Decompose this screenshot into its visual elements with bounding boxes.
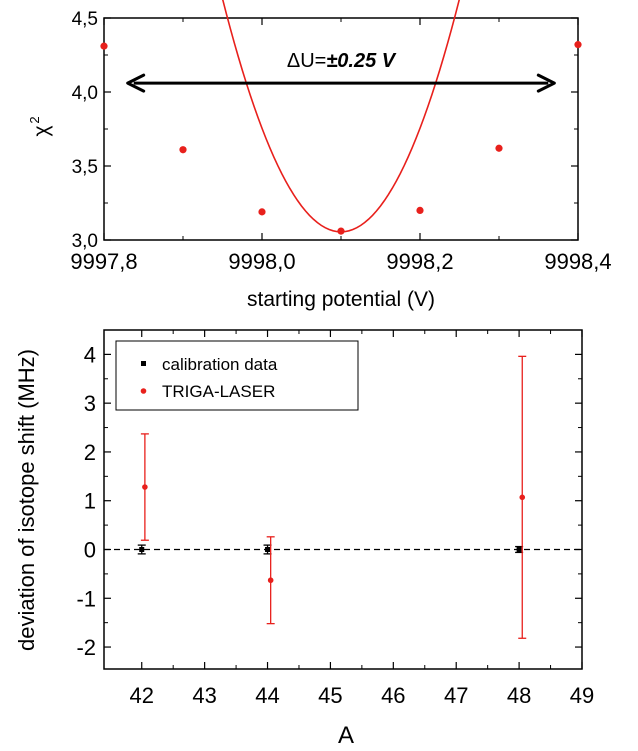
- top-data-point: [495, 144, 503, 152]
- triga-laser-point: [519, 494, 526, 501]
- legend: calibration data TRIGA-LASER: [115, 340, 359, 411]
- bottom-x-tick-label: 42: [129, 683, 153, 708]
- top-data-point: [416, 206, 424, 214]
- bottom-x-tick-label: 43: [192, 683, 216, 708]
- top-x-tick-label: 9998,4: [544, 249, 611, 274]
- bottom-axis-ticks: 42 43 44 45 46 47 48 49 -2 -1 0 1 2 3 4: [76, 330, 594, 708]
- bottom-y-tick-label: -2: [76, 635, 96, 660]
- bottom-x-tick-label: 45: [318, 683, 342, 708]
- top-y-tick-label: 3,0: [72, 231, 98, 252]
- legend-label-calibration: calibration data: [162, 355, 278, 374]
- triga-laser-point: [142, 484, 148, 490]
- top-y-tick-label: 3,5: [72, 157, 98, 178]
- bottom-x-axis-label: A: [338, 722, 354, 749]
- chi-square-chart: 9997,8 9998,0 9998,2 9998,4 3,0 3,5 4,0 4,5 ΔU=…: [27, 0, 612, 311]
- bottom-x-tick-label: 49: [570, 683, 594, 708]
- bottom-y-tick-label: 1: [84, 489, 96, 514]
- bottom-y-tick-label: 4: [84, 342, 96, 367]
- top-x-tick-label: 9998,2: [386, 249, 453, 274]
- calibration-point: [265, 546, 271, 552]
- bottom-plot-frame: [103, 329, 583, 670]
- delta-u-annotation: ΔU=±0.25 V: [287, 50, 397, 72]
- top-data-point: [179, 146, 187, 154]
- top-x-tick-label: 9998,0: [228, 249, 295, 274]
- legend-label-triga: TRIGA-LASER: [162, 382, 275, 401]
- top-y-tick-label: 4,0: [72, 83, 98, 104]
- arrow-head-right: [536, 73, 556, 93]
- legend-marker-triga: [140, 388, 147, 394]
- top-data-point: [574, 41, 582, 49]
- bottom-y-tick-label: 3: [84, 391, 96, 416]
- top-data-point: [100, 42, 108, 50]
- top-data-points: [100, 41, 582, 235]
- bottom-x-tick-label: 48: [507, 683, 531, 708]
- legend-marker-calibration: [141, 361, 146, 366]
- bottom-y-axis-label: deviation of isotope shift (MHz): [14, 349, 39, 651]
- top-data-point: [337, 227, 345, 235]
- top-axis-ticks: 9997,8 9998,0 9998,2 9998,4 3,0 3,5 4,0 4,5: [70, 9, 611, 274]
- calibration-point: [139, 546, 145, 552]
- triga-laser-point: [267, 577, 274, 584]
- top-data-point: [258, 208, 266, 216]
- isotope-shift-chart: 42 43 44 45 46 47 48 49 -2 -1 0 1 2 3 4 calibration da…: [14, 329, 594, 749]
- bottom-y-tick-label: 2: [84, 440, 96, 465]
- top-y-axis-label: χ 2: [27, 116, 53, 136]
- bottom-x-tick-label: 46: [381, 683, 405, 708]
- top-fit-curve: [221, 0, 461, 233]
- bottom-y-tick-label: 0: [84, 537, 96, 562]
- svg-text:2: 2: [27, 116, 42, 123]
- top-x-tick-label: 9997,8: [70, 249, 137, 274]
- delta-u-arrow: [126, 73, 556, 93]
- bottom-x-tick-label: 47: [444, 683, 468, 708]
- bottom-x-tick-label: 44: [255, 683, 279, 708]
- legend-box: [115, 340, 359, 411]
- top-x-axis-label: starting potential (V): [247, 288, 435, 311]
- svg-text:χ: χ: [30, 125, 53, 136]
- calibration-point: [516, 546, 522, 552]
- bottom-data-points: [137, 355, 527, 639]
- arrow-head-left: [126, 73, 146, 93]
- bottom-y-tick-label: -1: [76, 586, 96, 611]
- top-y-tick-label: 4,5: [72, 9, 98, 30]
